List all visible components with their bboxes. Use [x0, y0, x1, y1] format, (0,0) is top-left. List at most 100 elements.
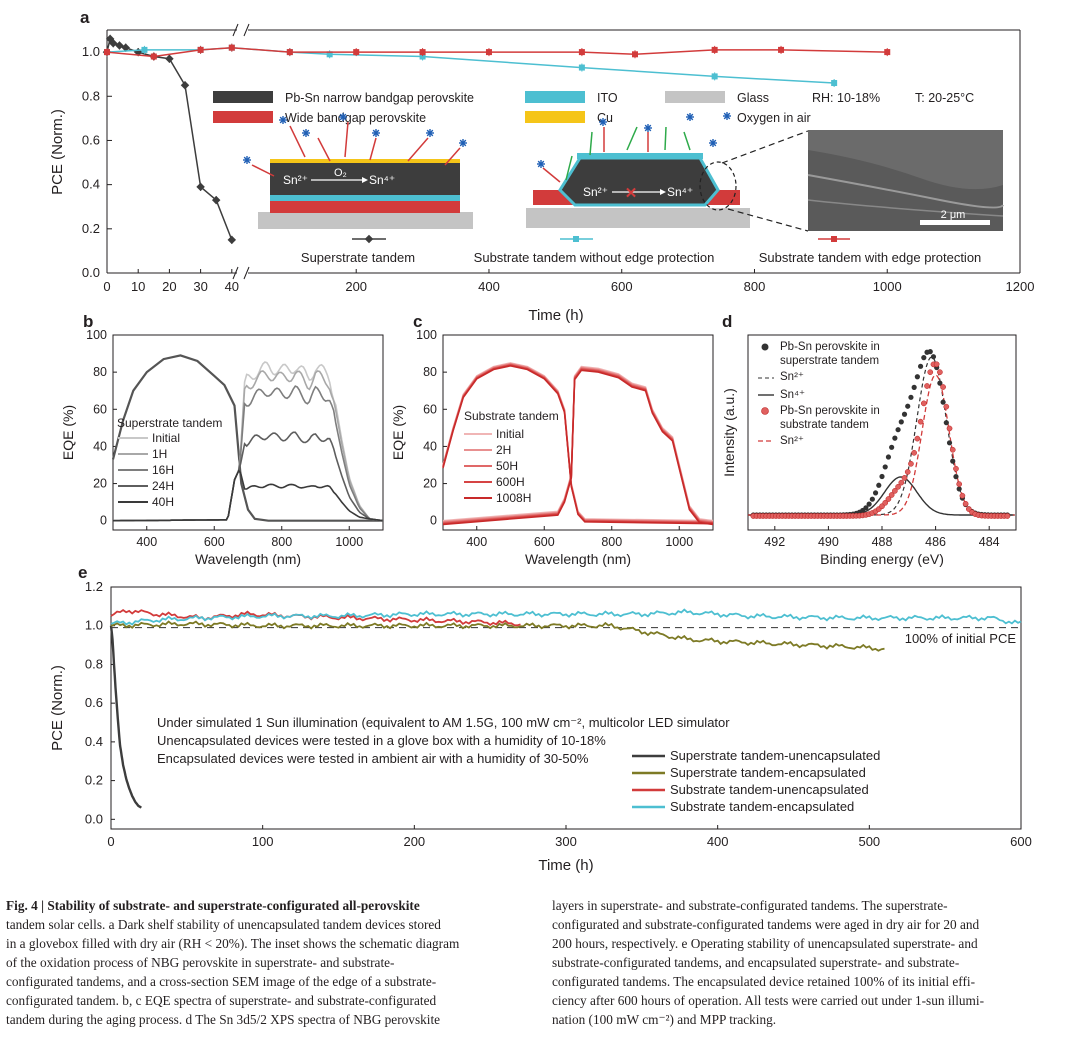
oxygen-ingress-arrow — [542, 167, 561, 183]
inset2-edge-highlight — [699, 161, 737, 211]
c-y-label: EQE (%) — [390, 405, 406, 460]
d-superstrate-point — [908, 394, 914, 400]
a-data-point — [485, 49, 492, 56]
a-data-point — [578, 64, 585, 71]
c-nbg-line — [442, 369, 714, 526]
a-x-tick-label: 1200 — [1006, 279, 1035, 294]
b-y-label: EQE (%) — [60, 405, 76, 460]
a-data-point — [578, 49, 585, 56]
b-legend-title: Superstrate tandem — [117, 416, 222, 430]
d-x-tick-label: 486 — [925, 535, 946, 549]
legend-superstrate-marker — [364, 234, 374, 244]
caption-line: Fig. 4 | Stability of substrate- and sup… — [6, 898, 420, 913]
d-substrate-point — [904, 469, 911, 475]
caption-line: configurated and substrate-configurated … — [552, 917, 980, 932]
d-substrate-point — [962, 500, 969, 507]
caption-left: Fig. 4 | Stability of substrate- and sup… — [6, 896, 506, 1029]
a-series-line — [106, 46, 835, 84]
c-x-tick-label: 800 — [601, 535, 622, 549]
d-superstrate-point — [879, 473, 885, 480]
d-substrate-point — [917, 418, 924, 425]
a-x-tick-label: 30 — [193, 279, 207, 294]
d-legend-label: Sn⁴⁺ — [780, 389, 805, 401]
a-series-line — [106, 46, 888, 58]
b-x-tick-label: 400 — [136, 535, 157, 549]
e-y-tick-label: 0.4 — [85, 734, 103, 749]
oxygen-molecule-icon — [686, 113, 694, 121]
inset2-sn4-label: Sn⁴⁺ — [667, 185, 693, 199]
a-x-tick-label: 0 — [103, 279, 110, 294]
oxygen-ingress-arrow — [317, 137, 331, 162]
legend-ito-label: ITO — [597, 91, 618, 105]
d-substrate-point — [959, 492, 966, 499]
d-superstrate-point — [956, 486, 962, 492]
d-substrate-point — [937, 369, 943, 376]
panel-letter: d — [722, 312, 732, 331]
a-data-point — [228, 44, 235, 51]
d-substrate-point — [908, 460, 914, 467]
oxygen-molecule-icon — [709, 139, 717, 147]
a-data-point — [778, 46, 785, 53]
a-data-point — [419, 53, 426, 60]
inset2-reaction-arrowhead — [660, 189, 666, 195]
d-superstrate-point — [953, 474, 959, 480]
d-substrate-point — [953, 465, 959, 472]
e-y-tick-label: 0.2 — [85, 773, 103, 788]
b-x-label: Wavelength (nm) — [195, 551, 301, 567]
a-data-point — [286, 49, 293, 56]
legend-no-edge-marker — [573, 236, 579, 242]
d-superstrate-point — [917, 363, 924, 369]
d-substrate-point — [956, 481, 963, 487]
oxygen-molecule-icon — [459, 139, 467, 147]
d-x-tick-label: 492 — [764, 535, 785, 549]
d-superstrate-point — [943, 420, 949, 426]
e-legend-label: Superstrate tandem-encapsulated — [670, 765, 866, 780]
e-x-tick-label: 200 — [403, 834, 425, 849]
inset-o2-label: O₂ — [334, 167, 347, 179]
c-y-tick-label: 100 — [416, 328, 437, 342]
d-x-tick-label: 488 — [872, 535, 893, 549]
d-substrate-point — [892, 488, 898, 494]
a-data-point — [884, 49, 891, 56]
a-x-tick-label: 800 — [744, 279, 766, 294]
c-frame — [442, 334, 714, 531]
a-data-point — [211, 195, 221, 205]
d-substrate-point — [933, 361, 940, 368]
d-superstrate-point — [927, 349, 933, 355]
a-data-point — [326, 51, 333, 58]
d-superstrate-point — [911, 384, 917, 390]
d-legend-label: superstrate tandem — [780, 355, 879, 367]
d-superstrate-point — [872, 490, 879, 496]
d-substrate-point — [888, 492, 895, 498]
a-x-tick-label: 10 — [131, 279, 145, 294]
a-y-tick-label: 0.2 — [82, 221, 100, 236]
c-y-tick-label: 60 — [423, 402, 437, 416]
c-legend-label: 600H — [496, 475, 525, 489]
c-y-tick-label: 40 — [423, 439, 437, 453]
legend-swatch-glass — [665, 91, 725, 103]
d-legend-label: Pb-Sn perovskite in — [780, 341, 880, 353]
d-superstrate-point — [889, 444, 895, 450]
d-legend-marker — [761, 343, 769, 351]
a-data-point — [353, 49, 360, 56]
e-x-tick-label: 300 — [555, 834, 577, 849]
c-x-tick-label: 600 — [534, 535, 555, 549]
d-substrate-point — [901, 475, 908, 481]
d-x-tick-label: 484 — [979, 535, 1000, 549]
d-superstrate-point — [914, 374, 920, 380]
d-superstrate-point — [930, 354, 937, 360]
d-superstrate-point — [905, 403, 911, 409]
e-note: Under simulated 1 Sun illumination (equi… — [157, 715, 730, 730]
a-x-tick-label: 20 — [162, 279, 176, 294]
e-x-tick-label: 0 — [107, 834, 114, 849]
oxygen-molecule-icon — [243, 156, 251, 164]
c-legend-label: 1008H — [496, 491, 531, 505]
a-data-point — [711, 73, 718, 80]
inset2-glass-layer — [526, 208, 750, 228]
e-x-tick-label: 500 — [858, 834, 880, 849]
d-superstrate-point — [946, 440, 953, 446]
oxygen-blocked-arrow — [589, 131, 593, 156]
e-legend-label: Substrate tandem-encapsulated — [670, 799, 854, 814]
a-y-tick-label: 1.0 — [82, 44, 100, 59]
inset-wide-layer — [270, 201, 460, 213]
